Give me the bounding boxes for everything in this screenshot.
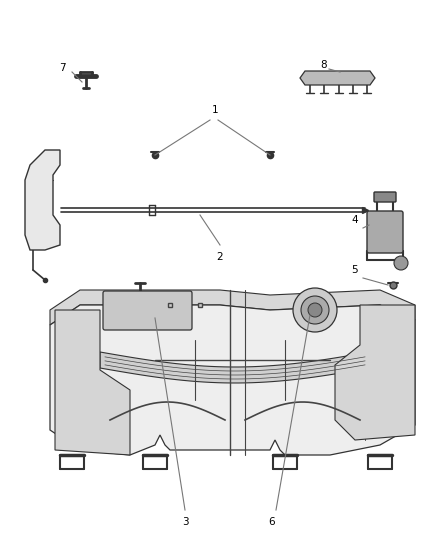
FancyBboxPatch shape [374,192,396,202]
Polygon shape [25,150,60,250]
Polygon shape [335,305,415,440]
FancyBboxPatch shape [103,291,192,330]
Text: 2: 2 [217,252,223,262]
Circle shape [308,303,322,317]
Circle shape [394,256,408,270]
Polygon shape [50,305,415,455]
Polygon shape [100,352,370,383]
Polygon shape [50,290,415,325]
Text: 5: 5 [352,265,358,275]
FancyBboxPatch shape [367,211,403,253]
Circle shape [301,296,329,324]
Text: 4: 4 [352,215,358,225]
Text: 3: 3 [182,517,188,527]
Text: 6: 6 [268,517,276,527]
Polygon shape [55,310,130,455]
Text: 1: 1 [212,105,218,115]
Text: 7: 7 [59,63,65,73]
Text: 8: 8 [321,60,327,70]
Circle shape [293,288,337,332]
Polygon shape [300,71,375,85]
